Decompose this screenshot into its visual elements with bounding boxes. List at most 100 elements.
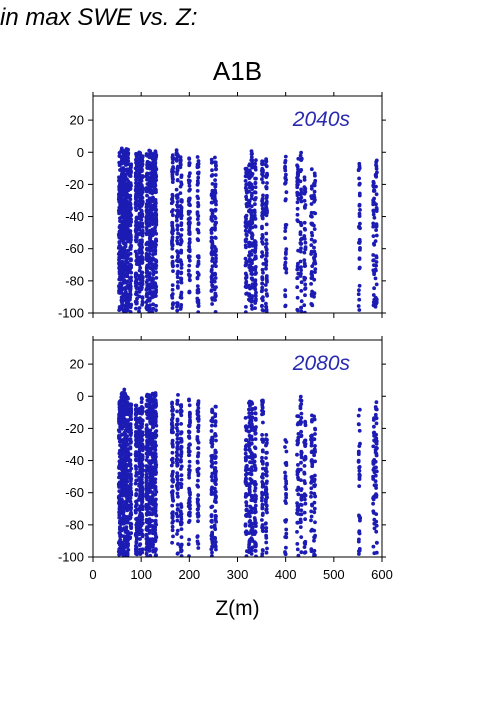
data-point bbox=[133, 481, 138, 486]
data-point bbox=[283, 470, 287, 475]
data-point bbox=[128, 201, 133, 206]
x-tick-label: 100 bbox=[130, 567, 152, 582]
data-point bbox=[244, 514, 249, 518]
data-point bbox=[357, 428, 362, 433]
data-point bbox=[283, 229, 288, 234]
data-point bbox=[299, 429, 303, 434]
data-point bbox=[140, 534, 145, 539]
data-point bbox=[147, 524, 152, 529]
data-point bbox=[196, 170, 201, 175]
data-point bbox=[261, 180, 265, 185]
data-point bbox=[299, 305, 303, 310]
data-point bbox=[299, 478, 303, 482]
data-point bbox=[374, 519, 379, 524]
data-point bbox=[129, 472, 133, 477]
data-point bbox=[134, 430, 138, 434]
data-point bbox=[295, 439, 300, 443]
data-point bbox=[125, 490, 129, 494]
data-point bbox=[312, 245, 316, 250]
data-point bbox=[187, 464, 192, 468]
data-point bbox=[150, 208, 155, 212]
data-point bbox=[153, 455, 158, 460]
data-point bbox=[250, 545, 255, 550]
data-point bbox=[153, 210, 158, 215]
data-point bbox=[253, 549, 258, 553]
data-point bbox=[175, 196, 180, 200]
data-point bbox=[260, 159, 265, 164]
data-point bbox=[176, 280, 180, 284]
data-point bbox=[298, 525, 303, 529]
data-point bbox=[128, 463, 133, 468]
data-point bbox=[176, 507, 180, 512]
data-point bbox=[309, 243, 314, 248]
data-point bbox=[125, 395, 130, 400]
data-point bbox=[139, 517, 144, 522]
data-point bbox=[213, 481, 218, 485]
data-point bbox=[147, 396, 152, 401]
data-point bbox=[133, 174, 138, 179]
data-point bbox=[134, 517, 138, 521]
data-point bbox=[134, 157, 138, 162]
data-point bbox=[312, 506, 317, 511]
data-point bbox=[128, 193, 133, 198]
data-point bbox=[123, 249, 128, 253]
data-point bbox=[310, 214, 314, 219]
data-point bbox=[128, 305, 133, 310]
data-point bbox=[264, 259, 269, 264]
data-point bbox=[243, 522, 248, 527]
data-point bbox=[249, 552, 254, 556]
data-point bbox=[195, 212, 200, 217]
data-point bbox=[125, 434, 129, 439]
data-point bbox=[247, 489, 252, 494]
data-point bbox=[253, 529, 257, 534]
data-point bbox=[213, 423, 218, 428]
data-point bbox=[214, 477, 218, 481]
data-point bbox=[373, 479, 378, 484]
data-point bbox=[153, 506, 158, 511]
data-point bbox=[188, 171, 192, 176]
data-point bbox=[145, 303, 150, 308]
data-point bbox=[187, 237, 192, 242]
data-point bbox=[140, 463, 145, 468]
data-point bbox=[140, 521, 145, 526]
data-point bbox=[144, 445, 149, 449]
data-point bbox=[187, 453, 192, 457]
data-point bbox=[175, 471, 180, 475]
data-point bbox=[214, 249, 218, 253]
data-point bbox=[175, 178, 180, 183]
data-point bbox=[264, 253, 269, 258]
data-point bbox=[213, 298, 218, 302]
data-point bbox=[252, 459, 257, 464]
data-point bbox=[196, 196, 201, 201]
data-point bbox=[175, 429, 180, 433]
data-point bbox=[137, 294, 142, 299]
data-point bbox=[170, 196, 175, 201]
data-point bbox=[375, 170, 379, 175]
data-point bbox=[128, 220, 132, 225]
data-point bbox=[134, 277, 139, 281]
data-point bbox=[302, 234, 307, 238]
data-point bbox=[179, 422, 184, 426]
data-point bbox=[209, 537, 214, 541]
data-point bbox=[186, 217, 191, 222]
data-point bbox=[210, 218, 215, 223]
data-point bbox=[188, 187, 192, 192]
data-point bbox=[122, 387, 127, 392]
data-point bbox=[170, 180, 175, 185]
data-point bbox=[196, 273, 201, 277]
data-point bbox=[253, 281, 258, 286]
data-point bbox=[261, 412, 265, 416]
data-point bbox=[188, 420, 192, 424]
data-point bbox=[179, 223, 184, 228]
data-point bbox=[134, 220, 139, 225]
data-point bbox=[175, 284, 180, 288]
data-point bbox=[309, 437, 313, 442]
data-point bbox=[144, 226, 149, 231]
data-point bbox=[179, 198, 184, 203]
data-point bbox=[150, 173, 155, 178]
data-point bbox=[213, 509, 218, 513]
data-point bbox=[213, 220, 218, 225]
data-point bbox=[253, 418, 258, 422]
data-point bbox=[151, 302, 156, 307]
data-point bbox=[250, 401, 255, 406]
